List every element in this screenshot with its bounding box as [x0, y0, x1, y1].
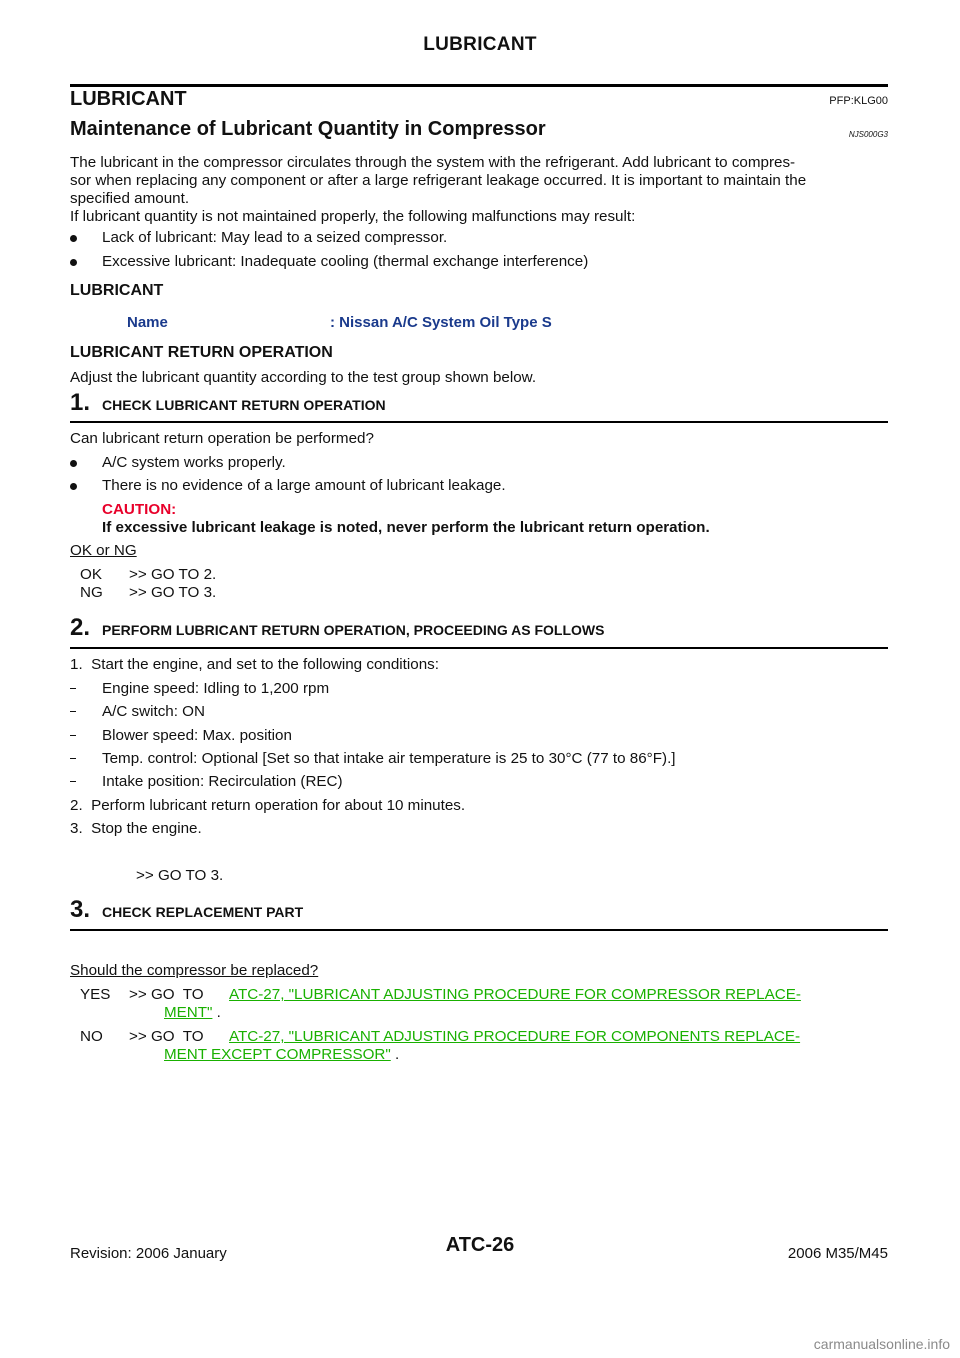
section-code: PFP:KLG00 [829, 95, 888, 107]
footer-page-number: ATC-26 [445, 1234, 515, 1256]
lubricant-heading: LUBRICANT [70, 282, 164, 299]
footer-model: 2006 M35/M45 [787, 1245, 888, 1262]
step-2-item-3: 3. Stop the engine. [70, 820, 202, 837]
step-2-title: PERFORM LUBRICANT RETURN OPERATION, PROC… [102, 622, 605, 638]
lubricant-name-value: : Nissan A/C System Oil Type S [330, 314, 552, 331]
dash-icon [70, 735, 76, 737]
result-yes-key: YES [80, 986, 111, 1003]
header-rule [70, 84, 888, 87]
return-op-text: Adjust the lubricant quantity according … [70, 369, 537, 386]
lubricant-name-key: Name [127, 314, 168, 331]
no-link-line-2[interactable]: MENT EXCEPT COMPRESSOR" [164, 1046, 391, 1063]
no-link-cont: MENT EXCEPT COMPRESSOR" . [164, 1046, 399, 1064]
result-ng-key: NG [80, 584, 103, 601]
intro-line-3: specified amount. [70, 190, 190, 207]
step-1-result-label: OK or NG [70, 542, 137, 559]
bullet-icon [70, 259, 77, 266]
section-title: LUBRICANT [70, 88, 187, 110]
step-1-question: Can lubricant return operation be perfor… [70, 430, 374, 447]
step-2-rule [70, 647, 888, 649]
step-1-rule [70, 421, 888, 423]
footer-revision: Revision: 2006 January [70, 1245, 227, 1262]
running-title: LUBRICANT [423, 34, 537, 55]
result-no-key: NO [80, 1028, 103, 1045]
watermark: carmanualsonline.info [813, 1336, 950, 1352]
caution-text: If excessive lubricant leakage is noted,… [102, 519, 710, 536]
yes-link-line-2[interactable]: MENT" [164, 1004, 213, 1021]
intro-line-1: The lubricant in the compressor circulat… [70, 154, 796, 171]
step-2-number: 2. [70, 614, 91, 641]
step-1-number: 1. [70, 389, 91, 416]
step-3-title: CHECK REPLACEMENT PART [102, 904, 304, 920]
no-link[interactable]: ATC-27, "LUBRICANT ADJUSTING PROCEDURE F… [229, 1028, 801, 1045]
step-2-go: >> GO TO 3. [136, 867, 224, 884]
no-trailing: . [390, 1046, 400, 1063]
intro-line-2: sor when replacing any component or afte… [70, 172, 807, 189]
yes-link[interactable]: ATC-27, "LUBRICANT ADJUSTING PROCEDURE F… [229, 986, 801, 1003]
dash-icon [70, 711, 76, 713]
result-ng-value: >> GO TO 3. [129, 584, 217, 601]
dash-icon [70, 758, 76, 760]
step-2-item-2: 2. Perform lubricant return operation fo… [70, 797, 466, 814]
result-ok-key: OK [80, 566, 102, 583]
step-3-question: Should the compressor be replaced? [70, 962, 319, 979]
result-ok-value: >> GO TO 2. [129, 566, 217, 583]
step-3-rule [70, 929, 888, 931]
return-op-heading: LUBRICANT RETURN OPERATION [70, 344, 333, 361]
dash-icon [70, 781, 76, 783]
intro-para-2: If lubricant quantity is not maintained … [70, 208, 636, 225]
step-2-item-1: 1. Start the engine, and set to the foll… [70, 656, 439, 673]
yes-trailing: . [212, 1004, 221, 1021]
caution-label: CAUTION: [102, 501, 177, 518]
bullet-icon [70, 235, 77, 242]
bullet-icon [70, 483, 77, 490]
subsection-title: Maintenance of Lubricant Quantity in Com… [70, 118, 546, 140]
result-no-prefix: >> GO TO [129, 1028, 204, 1045]
step-1-title: CHECK LUBRICANT RETURN OPERATION [102, 397, 386, 413]
dash-icon [70, 688, 76, 690]
step-3-number: 3. [70, 896, 91, 923]
bullet-icon [70, 460, 77, 467]
subsection-code: NJS000G3 [848, 130, 888, 139]
yes-link-cont: MENT" . [164, 1004, 221, 1022]
result-yes-prefix: >> GO TO [129, 986, 204, 1003]
